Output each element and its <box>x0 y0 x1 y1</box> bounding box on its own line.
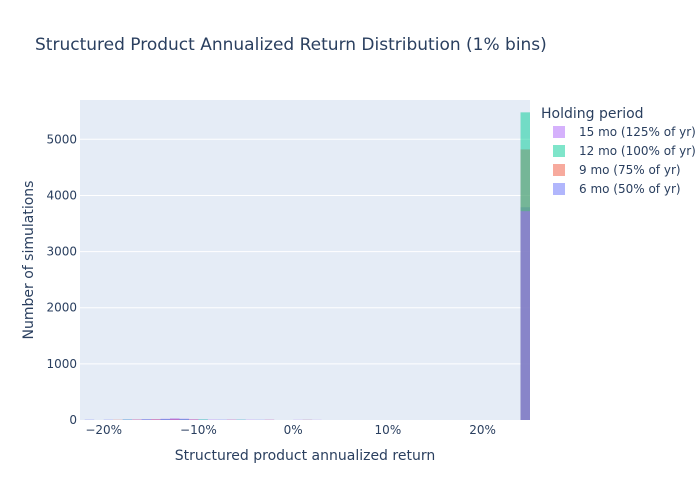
y-gridlines <box>80 138 530 365</box>
legend-swatch <box>553 183 565 195</box>
y-axis-ticks: 0 1000 2000 3000 4000 5000 <box>46 132 77 427</box>
y-tick-label: 3000 <box>46 245 77 259</box>
y-tick-label: 0 <box>69 413 77 427</box>
histogram-bar <box>520 211 530 420</box>
histogram-bar <box>151 419 161 420</box>
legend-swatch <box>553 145 565 157</box>
x-tick-label: 10% <box>375 423 402 437</box>
chart-title: Structured Product Annualized Return Dis… <box>35 35 547 55</box>
x-tick-label: −10% <box>180 423 217 437</box>
legend-entry: 6 mo (50% of yr) <box>579 182 681 196</box>
y-axis-title: Number of simulations <box>21 181 37 340</box>
y-tick-label: 1000 <box>46 357 77 371</box>
histogram-bar <box>170 418 180 420</box>
y-tick-label: 5000 <box>46 132 77 146</box>
x-tick-label: 0% <box>284 423 303 437</box>
y-tick-label: 2000 <box>46 301 77 315</box>
plot-area <box>80 100 530 420</box>
series-15mo <box>132 211 530 420</box>
legend-entry: 12 mo (100% of yr) <box>579 144 696 158</box>
legend-entry: 9 mo (75% of yr) <box>579 163 681 177</box>
histogram-bar <box>141 419 152 420</box>
histogram-bar <box>188 419 199 420</box>
legend-entry: 15 mo (125% of yr) <box>579 125 696 139</box>
x-tick-label: 20% <box>469 423 496 437</box>
histogram-bar <box>198 419 208 420</box>
y-tick-label: 4000 <box>46 188 77 202</box>
legend-swatch <box>553 164 565 176</box>
x-axis-ticks: −20% −10% 0% 10% 20% <box>85 423 496 437</box>
legend-title: Holding period <box>541 106 644 122</box>
histogram-bar <box>179 418 189 420</box>
legend: Holding period 15 mo (125% of yr) 12 mo (… <box>541 106 696 196</box>
legend-swatch <box>553 126 565 138</box>
histogram-bar <box>160 418 170 420</box>
histogram-bar <box>122 419 133 420</box>
x-tick-label: −20% <box>85 423 122 437</box>
histogram-bars <box>84 112 530 420</box>
x-axis-title: Structured product annualized return <box>175 448 435 464</box>
